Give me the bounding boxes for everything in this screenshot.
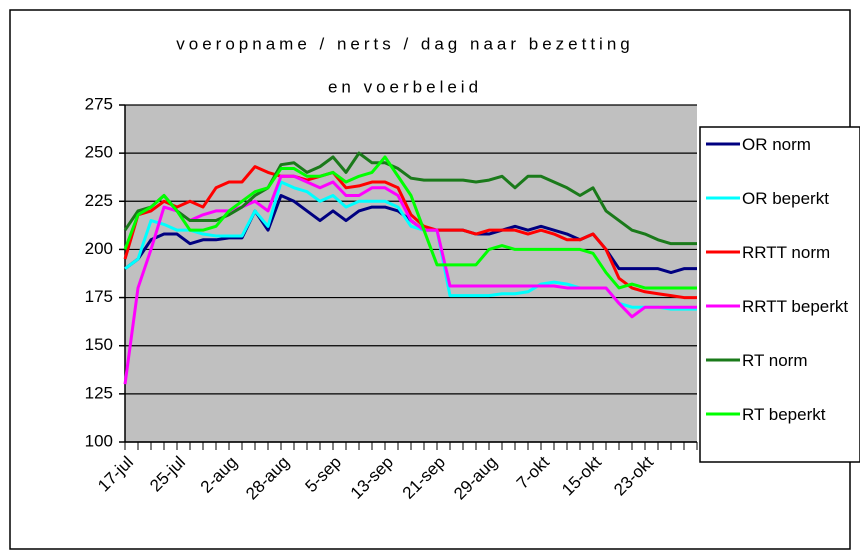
y-tick-label: 200 — [85, 239, 113, 258]
chart-title: en voerbeleid — [328, 77, 482, 96]
series-line — [123, 155, 697, 290]
y-tick-label: 175 — [85, 287, 113, 306]
series-line — [123, 174, 697, 385]
chart-title: voeropname / nerts / dag naar bezetting — [176, 34, 633, 53]
y-tick-label: 150 — [85, 335, 113, 354]
legend-label: OR norm — [742, 135, 811, 154]
y-tick-label: 275 — [85, 94, 113, 113]
plot-area — [125, 105, 697, 442]
legend-label: RRTT norm — [742, 243, 831, 262]
y-tick-label: 250 — [85, 143, 113, 162]
series-line — [123, 165, 697, 300]
y-tick-label: 125 — [85, 383, 113, 402]
legend-label: OR beperkt — [742, 189, 829, 208]
y-tick-label: 225 — [85, 191, 113, 210]
legend-box — [699, 126, 860, 463]
legend-label: RT norm — [742, 351, 808, 370]
legend-label: RT beperkt — [742, 405, 826, 424]
y-tick-label: 100 — [85, 431, 113, 450]
legend-label: RRTT beperkt — [742, 297, 849, 316]
series-line — [123, 151, 697, 246]
